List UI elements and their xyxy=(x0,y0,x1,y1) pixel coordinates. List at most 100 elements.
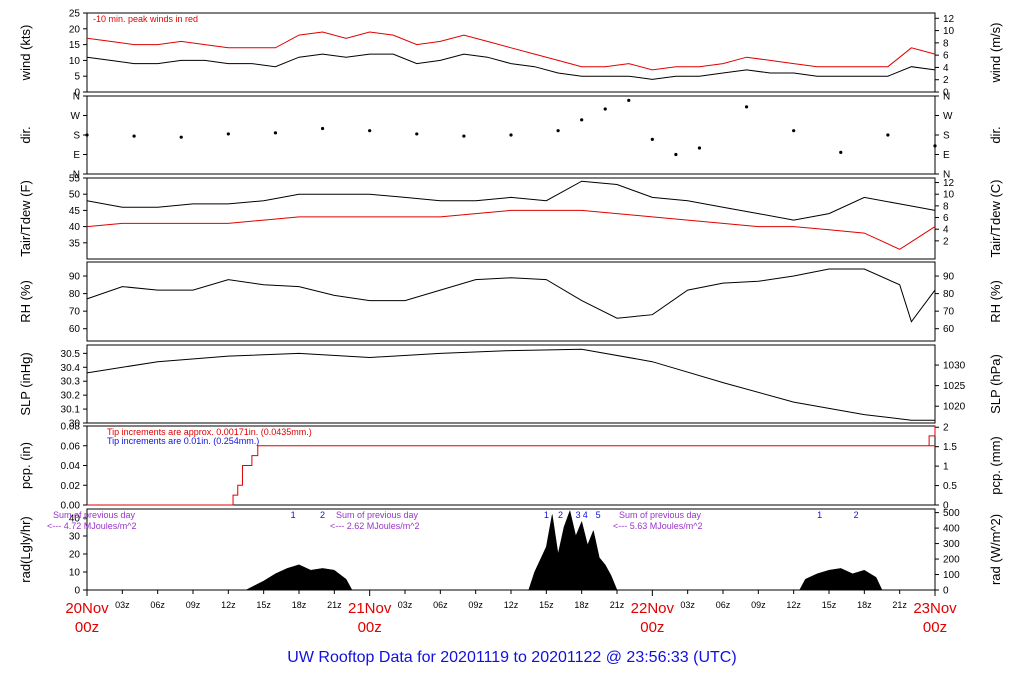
dir-point xyxy=(415,132,419,136)
dir-point xyxy=(368,129,372,133)
right-tick-label: 300 xyxy=(943,539,960,550)
wind-annotation: -10 min. peak winds in red xyxy=(93,14,198,24)
hour-label: 15z xyxy=(822,600,837,610)
left-tick-label: 0.06 xyxy=(61,441,81,452)
right-tick-label: 400 xyxy=(943,524,960,535)
rad-marker: 4 xyxy=(583,510,588,520)
left-tick-label: 20 xyxy=(69,550,81,561)
left-tick-label: 30 xyxy=(69,532,81,543)
hour-label: 12z xyxy=(221,600,236,610)
left-tick-label: 10 xyxy=(69,568,81,579)
pcp-annotation-blue: Tip increments are 0.01in. (0.254mm.) xyxy=(107,436,259,446)
slp-left-label: SLP (inHg) xyxy=(18,352,33,415)
right-tick-label: 10 xyxy=(943,26,955,37)
right-tick-label: 200 xyxy=(943,555,960,566)
right-tick-label: 10 xyxy=(943,190,955,201)
hour-label: 21z xyxy=(610,600,625,610)
slp-frame xyxy=(86,344,936,424)
hour-label: 18z xyxy=(574,600,589,610)
dir-point xyxy=(132,134,136,138)
rad-note: <--- 5.63 MJoules/m^2 xyxy=(613,521,703,531)
dir-point xyxy=(462,134,466,138)
wind-left-label: wind (kts) xyxy=(18,25,33,82)
left-tick-label: 0.02 xyxy=(61,481,81,492)
left-tick-label: W xyxy=(71,111,81,122)
wind-series-0 xyxy=(86,53,936,80)
left-tick-label: 20 xyxy=(69,24,81,35)
wind-right-label: wind (m/s) xyxy=(988,23,1003,84)
right-tick-label: 2 xyxy=(943,423,949,434)
right-tick-label: 8 xyxy=(943,38,949,49)
right-tick-label: 100 xyxy=(943,570,960,581)
hour-label: 03z xyxy=(398,600,413,610)
hour-label: 03z xyxy=(680,600,695,610)
left-tick-label: 50 xyxy=(69,190,81,201)
rad-marker: 1 xyxy=(291,510,296,520)
right-tick-label: S xyxy=(943,131,950,142)
rad-marker: 5 xyxy=(596,510,601,520)
wind-panel: wind (kts) wind (m/s)0510152025024681012-… xyxy=(18,9,1003,99)
rad-panel: rad(Lgly/hr) rad (W/m^2)01020304001002003… xyxy=(18,508,1003,596)
temp-panel: Tair/Tdew (F) Tair/Tdew (C) 35 40 45 50 55 2468… xyxy=(18,174,1003,260)
left-tick-label: 0.04 xyxy=(61,461,81,472)
hour-label: 15z xyxy=(539,600,554,610)
right-tick-label: W xyxy=(943,111,953,122)
left-tick-label: E xyxy=(73,150,80,161)
right-tick-label: 12 xyxy=(943,14,955,25)
pcp-annotation-red: Tip increments are approx. 0.00171in. (0… xyxy=(107,427,312,437)
rad-note: Sum of previous day xyxy=(336,510,419,520)
left-tick-label: 30 xyxy=(69,419,81,430)
right-tick-label: 1020 xyxy=(943,402,966,413)
dir-point xyxy=(580,118,584,122)
pcp-panel: pcp. (in) pcp. (mm) 0.00 0.02 0.04 0.06 0.08 0 0… xyxy=(18,422,1003,512)
dir-point xyxy=(933,144,937,148)
dir-point xyxy=(179,135,183,139)
day-label: 22Nov xyxy=(631,600,675,617)
right-tick-label: 2 xyxy=(943,75,949,86)
right-tick-label: 0.5 xyxy=(943,481,957,492)
dir-point xyxy=(839,150,843,154)
radiation-area xyxy=(87,509,935,591)
rh-frame xyxy=(86,261,936,342)
rad-note: Sum of previous day xyxy=(619,510,702,520)
left-tick-label: 70 xyxy=(69,307,81,318)
hour-label: 09z xyxy=(468,600,483,610)
day-label: 21Nov xyxy=(348,600,392,617)
left-tick-label: 30.3 xyxy=(61,377,81,388)
right-tick-label: 6 xyxy=(943,51,949,62)
chart-title: UW Rooftop Data for 20201119 to 20201122… xyxy=(287,649,737,666)
left-tick-label: 40 xyxy=(69,222,81,233)
right-tick-label: 1030 xyxy=(943,361,966,372)
left-tick-label: 0.08 xyxy=(61,422,81,433)
left-tick-label: S xyxy=(73,131,80,142)
left-tick-label: 30.2 xyxy=(61,391,81,402)
rad-marker: 1 xyxy=(817,510,822,520)
dir-point xyxy=(650,137,654,141)
slp-series-0 xyxy=(86,348,935,421)
temp-series-1 xyxy=(86,209,936,250)
left-tick-label: 40 xyxy=(69,514,81,525)
rad-right-label: rad (W/m^2) xyxy=(988,514,1003,585)
hour-label: 09z xyxy=(751,600,766,610)
rad-note: <--- 4.72 MJoules/m^2 xyxy=(47,521,137,531)
temp-frame xyxy=(86,177,936,260)
slp-panel: SLP (inHg) SLP (hPa) 30 30.1 30.2 30.3 30.4 30.… xyxy=(18,344,1003,430)
left-tick-label: 5 xyxy=(74,72,80,83)
dir-point xyxy=(556,129,560,133)
hour-label: 12z xyxy=(786,600,801,610)
day-label: 23Nov xyxy=(913,600,957,617)
rad-note: Sum of previous day xyxy=(53,510,136,520)
dir-point xyxy=(226,132,230,136)
hour-label: 12z xyxy=(504,600,519,610)
pcp-right-label: pcp. (mm) xyxy=(988,436,1003,495)
pcp-line xyxy=(87,426,936,506)
rad-marker: 2 xyxy=(558,510,563,520)
right-tick-label: 90 xyxy=(943,272,955,283)
hour-label: 03z xyxy=(115,600,130,610)
day-hour-label: 00z xyxy=(923,619,947,636)
right-tick-label: 1.5 xyxy=(943,442,957,453)
left-tick-label: 30.4 xyxy=(61,363,81,374)
dir-point xyxy=(320,126,325,131)
left-tick-label: 0.00 xyxy=(61,501,81,512)
pcp-left-label: pcp. (in) xyxy=(18,442,33,489)
